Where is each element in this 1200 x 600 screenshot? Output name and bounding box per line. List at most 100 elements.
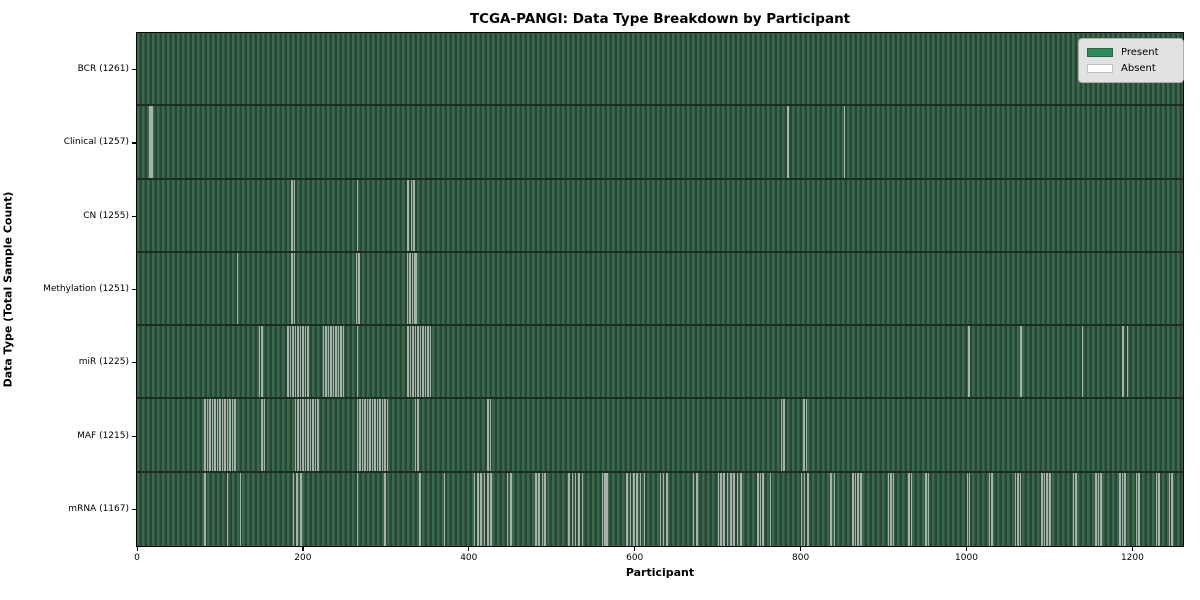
absent-mark bbox=[414, 252, 416, 325]
y-tick-label-methylation: Methylation (1251) bbox=[43, 284, 129, 294]
absent-mark bbox=[359, 399, 361, 471]
absent-mark bbox=[696, 472, 698, 546]
absent-mark bbox=[544, 472, 546, 546]
absent-mark bbox=[309, 399, 312, 471]
absent-mark bbox=[854, 472, 857, 546]
absent-mark bbox=[1072, 472, 1075, 546]
absent-mark bbox=[626, 472, 628, 546]
absent-mark bbox=[374, 399, 376, 471]
plot-area bbox=[136, 32, 1184, 547]
chart-title: TCGA-PANGI: Data Type Breakdown by Parti… bbox=[469, 11, 851, 27]
absent-mark bbox=[149, 106, 151, 178]
absent-mark bbox=[833, 472, 836, 546]
absent-mark bbox=[636, 472, 638, 546]
absent-mark bbox=[483, 472, 486, 546]
absent-mark bbox=[807, 472, 809, 546]
absent-mark bbox=[639, 472, 642, 546]
x-tick-mark bbox=[634, 547, 636, 551]
absent-mark bbox=[830, 472, 832, 546]
absent-mark bbox=[1158, 472, 1160, 546]
x-tick-mark bbox=[966, 547, 968, 551]
row-clinical bbox=[137, 106, 1183, 180]
absent-mark bbox=[1041, 472, 1043, 546]
x-tick-label-1200: 1200 bbox=[1120, 553, 1144, 563]
x-tick-label-200: 200 bbox=[294, 553, 312, 563]
absent-mark bbox=[219, 399, 221, 471]
absent-mark bbox=[643, 472, 646, 546]
absent-mark bbox=[857, 472, 859, 546]
absent-mark bbox=[366, 399, 369, 471]
absent-mark bbox=[890, 472, 892, 546]
absent-mark bbox=[417, 326, 419, 398]
x-tick-label-800: 800 bbox=[792, 553, 810, 563]
absent-mark bbox=[1049, 472, 1051, 546]
absent-mark bbox=[206, 399, 209, 471]
absent-mark bbox=[376, 399, 379, 471]
absent-mark bbox=[510, 472, 512, 546]
absent-mark bbox=[204, 399, 206, 471]
absent-mark bbox=[730, 472, 732, 546]
absent-mark bbox=[356, 179, 359, 251]
absent-mark bbox=[411, 252, 414, 325]
absent-mark bbox=[263, 399, 266, 471]
absent-mark bbox=[1121, 472, 1124, 546]
absent-mark bbox=[386, 399, 389, 471]
legend: Present Absent bbox=[1078, 38, 1184, 83]
absent-mark bbox=[988, 472, 991, 546]
x-tick-mark bbox=[136, 547, 138, 551]
absent-mark bbox=[659, 472, 662, 546]
absent-mark bbox=[692, 472, 695, 546]
absent-mark bbox=[419, 326, 422, 398]
row-maf bbox=[137, 399, 1183, 473]
row-methylation bbox=[137, 252, 1183, 327]
y-tick-mark bbox=[132, 142, 136, 144]
absent-mark bbox=[229, 399, 231, 471]
absent-mark bbox=[1095, 472, 1097, 546]
absent-mark bbox=[297, 399, 299, 471]
absent-mark bbox=[356, 472, 359, 546]
absent-mark bbox=[294, 399, 297, 471]
absent-mark bbox=[578, 472, 580, 546]
absent-mark bbox=[429, 326, 432, 398]
absent-mark bbox=[293, 179, 296, 251]
absent-mark bbox=[489, 399, 492, 471]
absent-mark bbox=[337, 326, 340, 398]
absent-mark bbox=[487, 472, 489, 546]
absent-mark bbox=[342, 326, 345, 398]
absent-mark bbox=[803, 472, 806, 546]
absent-mark bbox=[261, 326, 263, 398]
absent-mark bbox=[304, 399, 307, 471]
absent-mark bbox=[723, 472, 725, 546]
y-tick-label-mrna: mRNA (1167) bbox=[68, 503, 129, 514]
absent-mark bbox=[1020, 326, 1022, 398]
absent-mark bbox=[358, 252, 360, 325]
absent-mark bbox=[239, 472, 242, 546]
absent-mark bbox=[312, 399, 314, 471]
absent-mark bbox=[769, 472, 772, 546]
absent-mark bbox=[666, 472, 668, 546]
x-tick-mark bbox=[1131, 547, 1134, 551]
absent-mark bbox=[991, 472, 993, 546]
absent-mark bbox=[787, 106, 789, 178]
absent-mark bbox=[291, 252, 293, 325]
absent-mark bbox=[1046, 472, 1048, 546]
absent-mark bbox=[892, 472, 895, 546]
absent-mark bbox=[414, 326, 417, 398]
absent-mark bbox=[604, 472, 606, 546]
absent-mark bbox=[226, 472, 229, 546]
absent-mark bbox=[407, 326, 409, 398]
absent-mark bbox=[356, 399, 359, 471]
absent-mark bbox=[480, 472, 482, 546]
absent-mark bbox=[1135, 472, 1138, 546]
absent-mark bbox=[415, 252, 418, 325]
absent-mark bbox=[762, 472, 764, 546]
present-swatch bbox=[1087, 47, 1113, 57]
absent-mark bbox=[535, 472, 537, 546]
absent-swatch bbox=[1087, 64, 1113, 74]
y-tick-mark bbox=[132, 435, 136, 437]
absent-mark bbox=[231, 399, 234, 471]
legend-item-absent: Absent bbox=[1087, 63, 1175, 74]
absent-mark bbox=[356, 326, 359, 398]
absent-mark bbox=[307, 399, 309, 471]
absent-mark bbox=[407, 179, 409, 251]
